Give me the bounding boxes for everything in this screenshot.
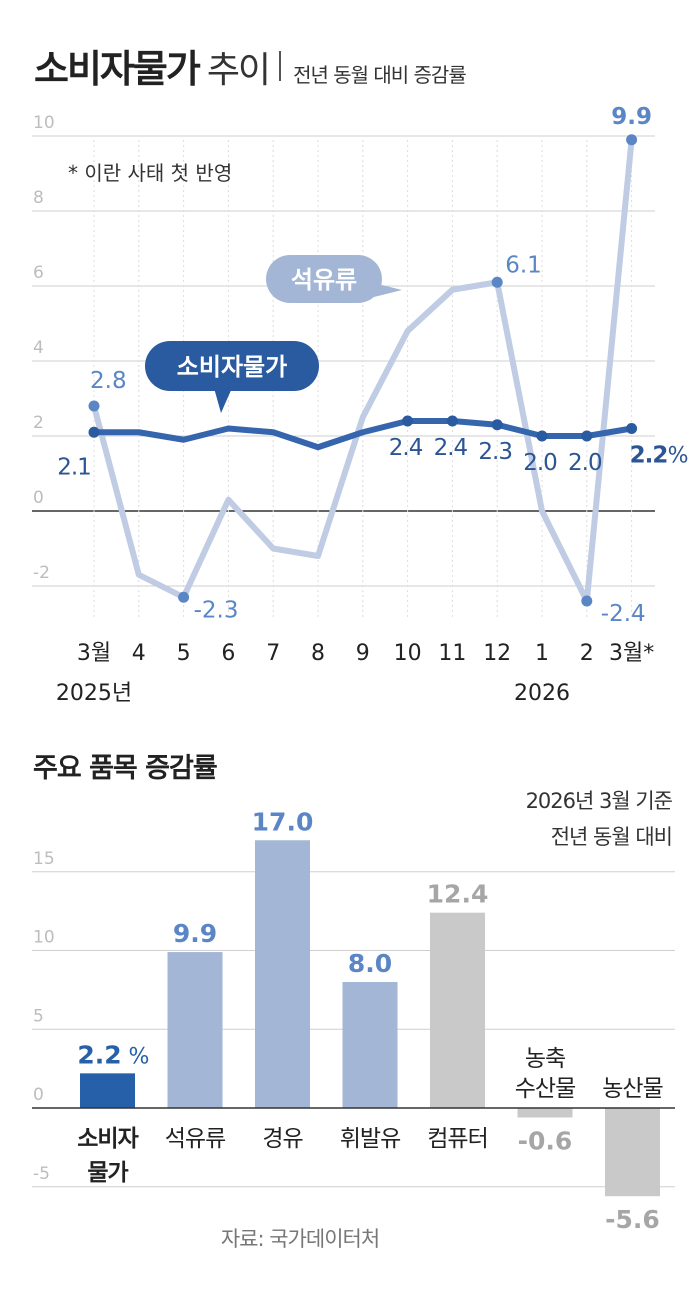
bar-value-label: -5.6 — [605, 1205, 660, 1234]
x-tick-label: 4 — [132, 641, 146, 666]
oil-data-point — [178, 591, 190, 603]
title-separator — [279, 50, 282, 81]
x-tick-label: 11 — [438, 641, 466, 666]
y-tick-label: 10 — [33, 113, 55, 133]
cpi-data-label: 2.1 — [57, 454, 91, 480]
chart-note: * 이란 사태 첫 반영 — [68, 161, 232, 185]
y-tick-label: 0 — [33, 1085, 44, 1105]
y-tick-label: -5 — [33, 1164, 50, 1184]
bar-value-label: 9.9 — [173, 919, 217, 948]
oil-data-label: 9.9 — [611, 104, 652, 130]
oil-legend-label: 석유류 — [291, 266, 357, 294]
bar — [342, 982, 398, 1108]
year-label: 2026 — [514, 681, 570, 706]
bar-value-label: 2.2 — [77, 1040, 121, 1069]
bar-category-label: 석유류 — [165, 1126, 225, 1152]
cpi-data-label: 2.4 — [389, 435, 423, 461]
x-tick-label: 1 — [535, 641, 549, 666]
cpi-data-label: 2.0 — [568, 450, 602, 476]
cpi-data-point — [626, 423, 638, 434]
cpi-legend-bubble — [145, 341, 319, 413]
oil-data-point — [581, 595, 593, 607]
y-tick-label: 4 — [33, 338, 44, 358]
x-tick-label: 6 — [221, 641, 235, 666]
y-tick-label: 8 — [33, 188, 44, 208]
bar — [517, 1108, 573, 1118]
year-label: 2025년 — [56, 681, 132, 706]
cpi-data-label: 2.0 — [523, 450, 557, 476]
y-tick-label: 15 — [33, 849, 55, 869]
x-tick-label: 3월* — [609, 641, 654, 666]
oil-data-point — [626, 134, 638, 146]
bar — [605, 1108, 660, 1197]
cpi-data-point — [88, 426, 100, 438]
x-tick-label: 2 — [580, 641, 594, 666]
y-tick-label: 10 — [33, 928, 55, 948]
oil-data-label: -2.4 — [601, 601, 646, 627]
bar — [430, 912, 485, 1108]
x-tick-label: 12 — [483, 641, 511, 666]
bar-category-label: 경유 — [262, 1126, 302, 1152]
y-tick-label: 6 — [33, 263, 44, 283]
y-tick-label: -2 — [33, 563, 50, 583]
source-label: 자료: 국가데이터처 — [221, 1227, 379, 1251]
bar — [167, 952, 223, 1108]
bar-value-label: 8.0 — [348, 949, 392, 978]
y-tick-label: 0 — [33, 488, 44, 508]
oil-data-point — [491, 276, 503, 288]
cpi-data-point — [581, 430, 593, 442]
cpi-percent-suffix: % — [668, 444, 689, 469]
oil-data-label: 2.8 — [90, 368, 127, 394]
oil-legend-bubble — [266, 255, 402, 303]
cpi-data-point — [536, 430, 548, 442]
x-tick-label: 5 — [177, 641, 191, 666]
bar-value-label: -0.6 — [518, 1126, 573, 1155]
cpi-data-point — [491, 419, 503, 431]
cpi-data-label: 2.2 — [630, 443, 668, 469]
bar-category-label: 물가 — [87, 1160, 128, 1186]
chart-header: 소비자물가 추이 전년 동월 대비 증감률 — [34, 38, 467, 93]
bar-chart-note: 2026년 3월 기준 — [526, 789, 673, 813]
bar-value-label: 12.4 — [427, 880, 489, 909]
bar — [80, 1073, 135, 1108]
oil-data-point — [88, 400, 100, 412]
cpi-data-point — [446, 415, 458, 427]
y-tick-label: 5 — [33, 1006, 44, 1026]
oil-data-label: -2.3 — [194, 597, 239, 623]
cpi-data-label: 2.3 — [478, 439, 512, 465]
title-light: 추이 — [206, 50, 271, 91]
title-bold: 소비자물가 — [34, 47, 201, 91]
bar-category-label: 휘발유 — [340, 1126, 400, 1152]
title-subtitle: 전년 동월 대비 증감률 — [293, 63, 467, 87]
x-tick-label: 7 — [266, 641, 280, 666]
bar-value-label: 17.0 — [252, 807, 314, 836]
oil-data-label: 6.1 — [505, 252, 542, 278]
y-tick-label: 2 — [33, 413, 44, 433]
bar-value-suffix: % — [129, 1044, 150, 1069]
cpi-legend-label: 소비자물가 — [177, 353, 287, 381]
bar-category-label: 농축 — [525, 1046, 565, 1072]
bar — [255, 840, 310, 1108]
x-tick-label: 8 — [311, 641, 325, 666]
bar-category-label: 컴퓨터 — [427, 1126, 487, 1152]
cpi-data-label: 2.4 — [434, 435, 468, 461]
bar-category-label: 소비자 — [77, 1126, 138, 1152]
x-tick-label: 3월 — [77, 641, 111, 666]
bar-category-label: 농산물 — [602, 1076, 662, 1102]
cpi-data-point — [402, 415, 414, 427]
x-tick-label: 9 — [356, 641, 370, 666]
bar-chart-title: 주요 품목 증감률 — [33, 753, 217, 784]
bar-category-label: 수산물 — [515, 1076, 575, 1102]
bar-chart-note: 전년 동월 대비 — [551, 825, 672, 849]
x-tick-label: 10 — [394, 641, 422, 666]
